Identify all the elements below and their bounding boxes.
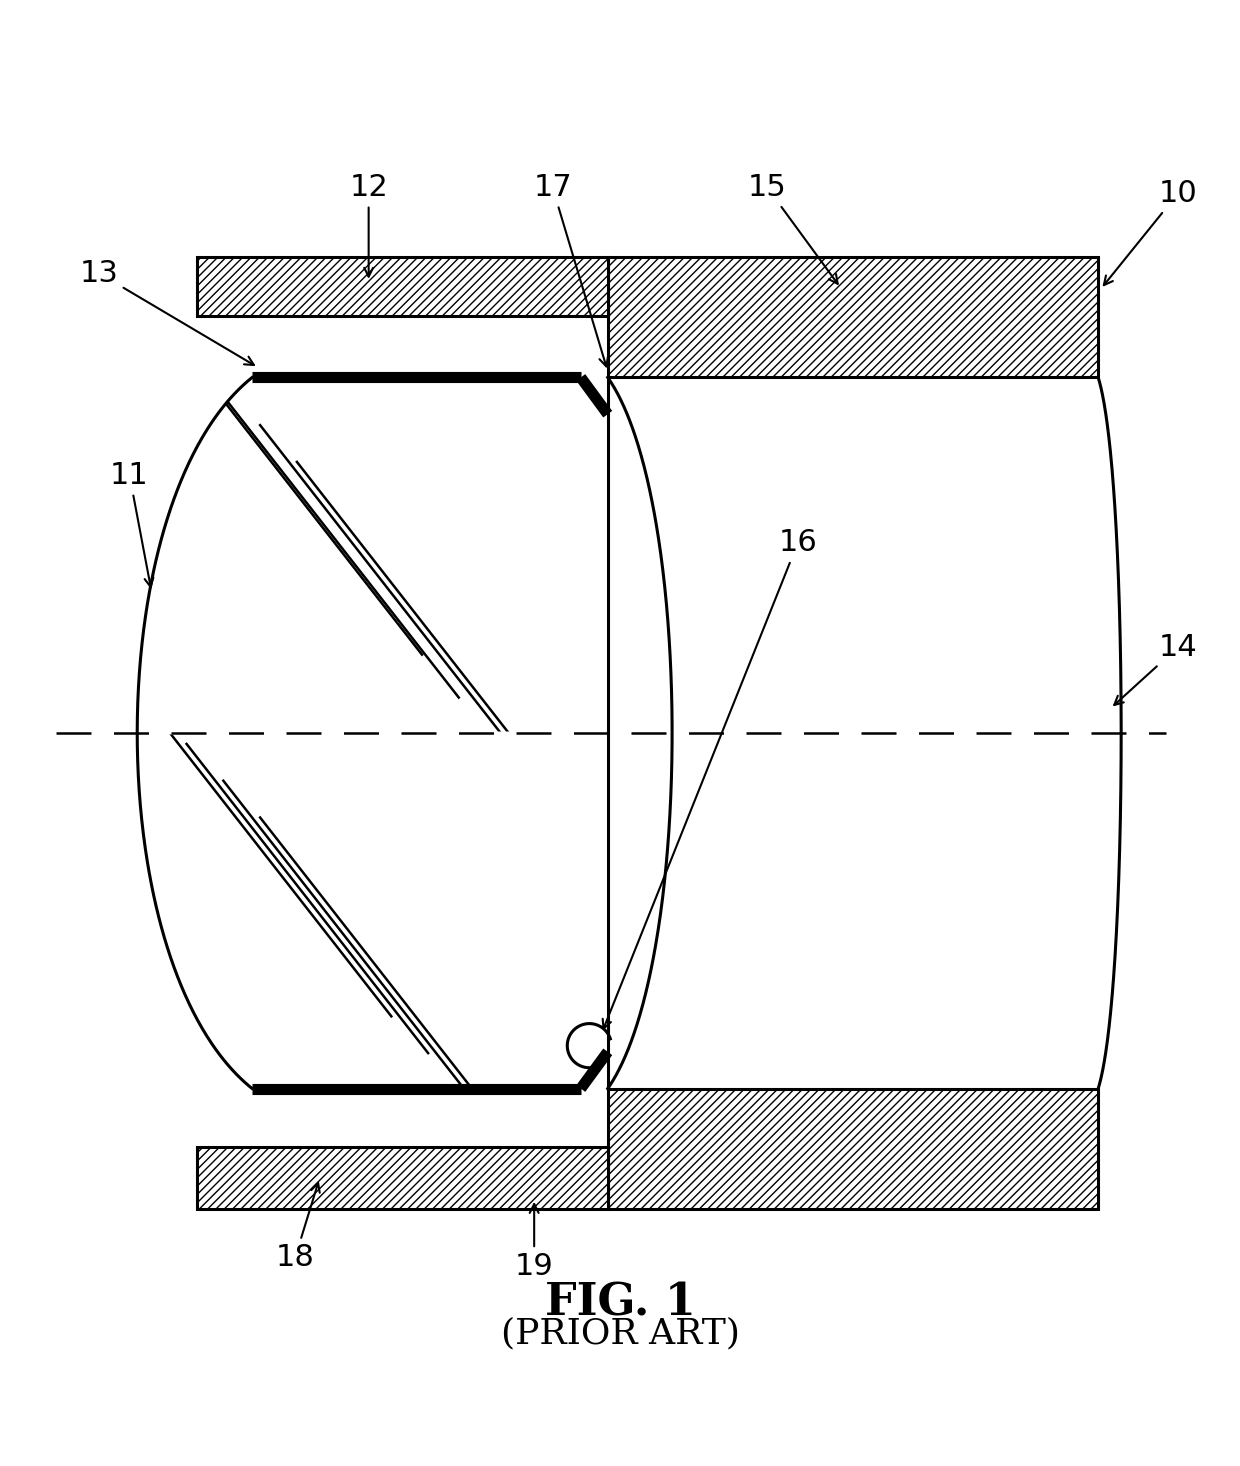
Text: 16: 16: [603, 528, 817, 1029]
Text: FIG. 1: FIG. 1: [544, 1281, 696, 1325]
Bar: [197, 257, 608, 317]
Bar: [197, 1148, 608, 1209]
Text: 13: 13: [79, 258, 254, 365]
Text: 18: 18: [275, 1183, 320, 1272]
Text: 17: 17: [533, 173, 608, 366]
Text: 19: 19: [515, 1204, 553, 1281]
Polygon shape: [138, 377, 672, 1089]
Bar: [608, 257, 1099, 377]
Text: (PRIOR ART): (PRIOR ART): [501, 1316, 739, 1350]
Polygon shape: [608, 377, 1121, 1089]
Text: 14: 14: [1115, 633, 1198, 705]
Text: 11: 11: [110, 460, 154, 586]
Text: 12: 12: [350, 173, 388, 277]
Text: 15: 15: [748, 173, 838, 284]
Bar: [608, 1089, 1099, 1209]
Text: 10: 10: [1104, 179, 1198, 286]
